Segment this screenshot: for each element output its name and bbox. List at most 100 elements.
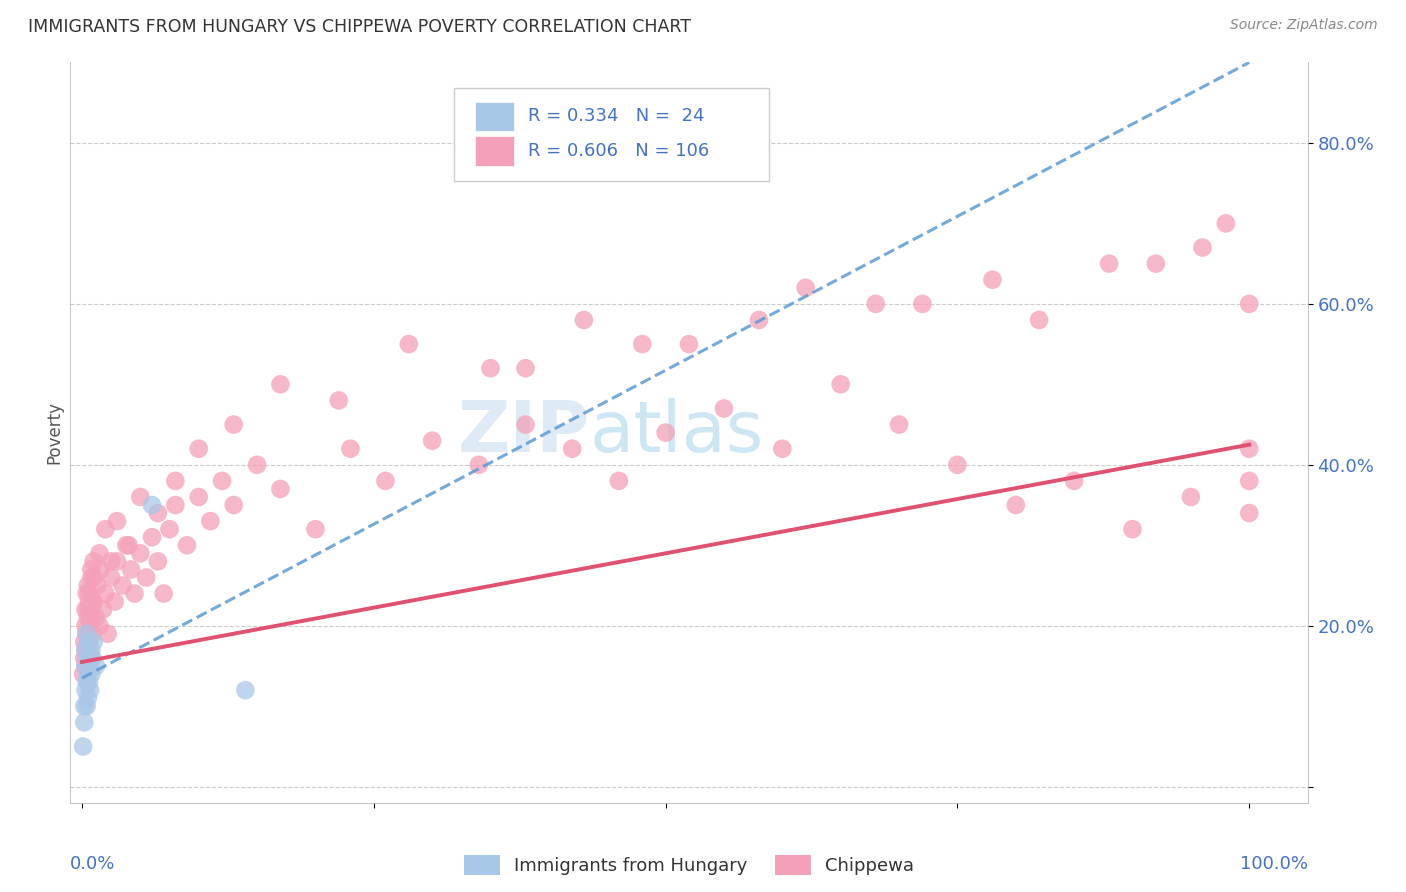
Point: [165, 498, 187, 512]
Point: [73, 715, 96, 730]
Point: [398, 337, 420, 351]
Point: [82, 651, 104, 665]
Point: [75, 659, 97, 673]
Point: [129, 546, 152, 560]
Point: [1121, 522, 1143, 536]
Point: [124, 586, 146, 600]
Point: [159, 522, 181, 536]
Point: [176, 538, 198, 552]
Point: [72, 667, 94, 681]
Point: [86, 578, 108, 592]
Point: [981, 273, 1004, 287]
Point: [1063, 474, 1085, 488]
Point: [80, 602, 103, 616]
Point: [76, 667, 98, 681]
Point: [77, 586, 100, 600]
Point: [89, 546, 111, 560]
FancyBboxPatch shape: [475, 102, 515, 131]
Point: [1215, 216, 1237, 230]
Point: [222, 417, 245, 432]
Point: [75, 643, 97, 657]
Point: [1028, 313, 1050, 327]
Text: 100.0%: 100.0%: [1240, 855, 1308, 872]
Point: [82, 627, 104, 641]
Point: [120, 562, 142, 576]
Point: [115, 538, 138, 552]
Point: [105, 554, 128, 568]
Point: [911, 297, 934, 311]
Point: [1191, 240, 1213, 254]
Text: IMMIGRANTS FROM HUNGARY VS CHIPPEWA POVERTY CORRELATION CHART: IMMIGRANTS FROM HUNGARY VS CHIPPEWA POVE…: [28, 18, 692, 36]
Text: Source: ZipAtlas.com: Source: ZipAtlas.com: [1230, 18, 1378, 32]
Point: [141, 530, 163, 544]
Point: [339, 442, 361, 456]
Point: [572, 313, 595, 327]
Point: [79, 610, 101, 624]
Point: [77, 651, 100, 665]
Point: [187, 442, 209, 456]
Point: [76, 610, 98, 624]
Point: [865, 297, 887, 311]
Point: [1237, 474, 1260, 488]
Point: [76, 602, 98, 616]
Point: [105, 514, 128, 528]
Point: [76, 586, 98, 600]
Point: [76, 675, 98, 690]
Point: [1144, 257, 1167, 271]
Point: [678, 337, 700, 351]
Point: [561, 442, 583, 456]
Point: [76, 699, 98, 714]
FancyBboxPatch shape: [475, 136, 515, 166]
Point: [94, 586, 117, 600]
Point: [304, 522, 326, 536]
Text: ZIP: ZIP: [458, 398, 591, 467]
Point: [73, 651, 96, 665]
Point: [79, 619, 101, 633]
Point: [1098, 257, 1121, 271]
Point: [100, 570, 122, 584]
Y-axis label: Poverty: Poverty: [45, 401, 63, 464]
Point: [75, 659, 97, 673]
Point: [76, 627, 98, 641]
Point: [80, 570, 103, 584]
Text: 0.0%: 0.0%: [70, 855, 115, 872]
Point: [76, 627, 98, 641]
Point: [222, 498, 245, 512]
Point: [77, 594, 100, 608]
Point: [90, 562, 112, 576]
Point: [111, 578, 134, 592]
Point: [468, 458, 491, 472]
Point: [80, 562, 103, 576]
Point: [79, 683, 101, 698]
Point: [79, 651, 101, 665]
Point: [607, 474, 630, 488]
Point: [104, 594, 127, 608]
Point: [1237, 297, 1260, 311]
Point: [83, 594, 105, 608]
Point: [165, 474, 187, 488]
Point: [73, 635, 96, 649]
Point: [75, 643, 97, 657]
Point: [75, 619, 97, 633]
Point: [75, 602, 97, 616]
Point: [75, 683, 97, 698]
Point: [713, 401, 735, 416]
Point: [374, 474, 396, 488]
Point: [211, 474, 233, 488]
Point: [80, 667, 103, 681]
Point: [748, 313, 770, 327]
Point: [946, 458, 969, 472]
Point: [89, 619, 111, 633]
Text: R = 0.334   N =  24: R = 0.334 N = 24: [529, 108, 704, 126]
Point: [76, 643, 98, 657]
Text: R = 0.606   N = 106: R = 0.606 N = 106: [529, 143, 710, 161]
Point: [79, 659, 101, 673]
Point: [83, 570, 105, 584]
Point: [141, 498, 163, 512]
Point: [77, 635, 100, 649]
Point: [152, 586, 174, 600]
Point: [135, 570, 157, 584]
Point: [887, 417, 910, 432]
Point: [146, 554, 169, 568]
Legend: Immigrants from Hungary, Chippewa: Immigrants from Hungary, Chippewa: [457, 847, 921, 882]
